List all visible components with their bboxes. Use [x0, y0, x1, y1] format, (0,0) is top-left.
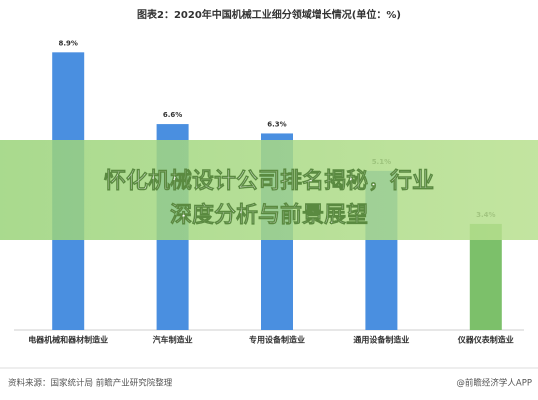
x-tick-label: 汽车制造业 [153, 335, 193, 345]
x-tick-label: 通用设备制造业 [353, 335, 409, 345]
banner-title: 深度分析与前景展望 [170, 202, 368, 228]
x-tick-label: 专用设备制造业 [249, 335, 305, 345]
x-tick-label: 仪器仪表制造业 [457, 335, 514, 345]
banner-title: 怀化机械设计公司排名揭秘，行业 [104, 168, 434, 194]
value-label: 6.6% [163, 111, 182, 119]
value-label: 6.3% [267, 120, 286, 128]
banner [0, 140, 538, 240]
credit: @前瞻经济学人APP [456, 378, 532, 389]
source: 资料来源：国家统计局 前瞻产业研究院整理 [8, 378, 173, 389]
value-label: 8.9% [58, 39, 77, 47]
x-tick-label: 电器机械和器材制造业 [28, 335, 108, 345]
bar [469, 223, 502, 330]
chart-title: 图表2：2020年中国机械工业细分领域增长情况(单位：%) [137, 8, 401, 21]
